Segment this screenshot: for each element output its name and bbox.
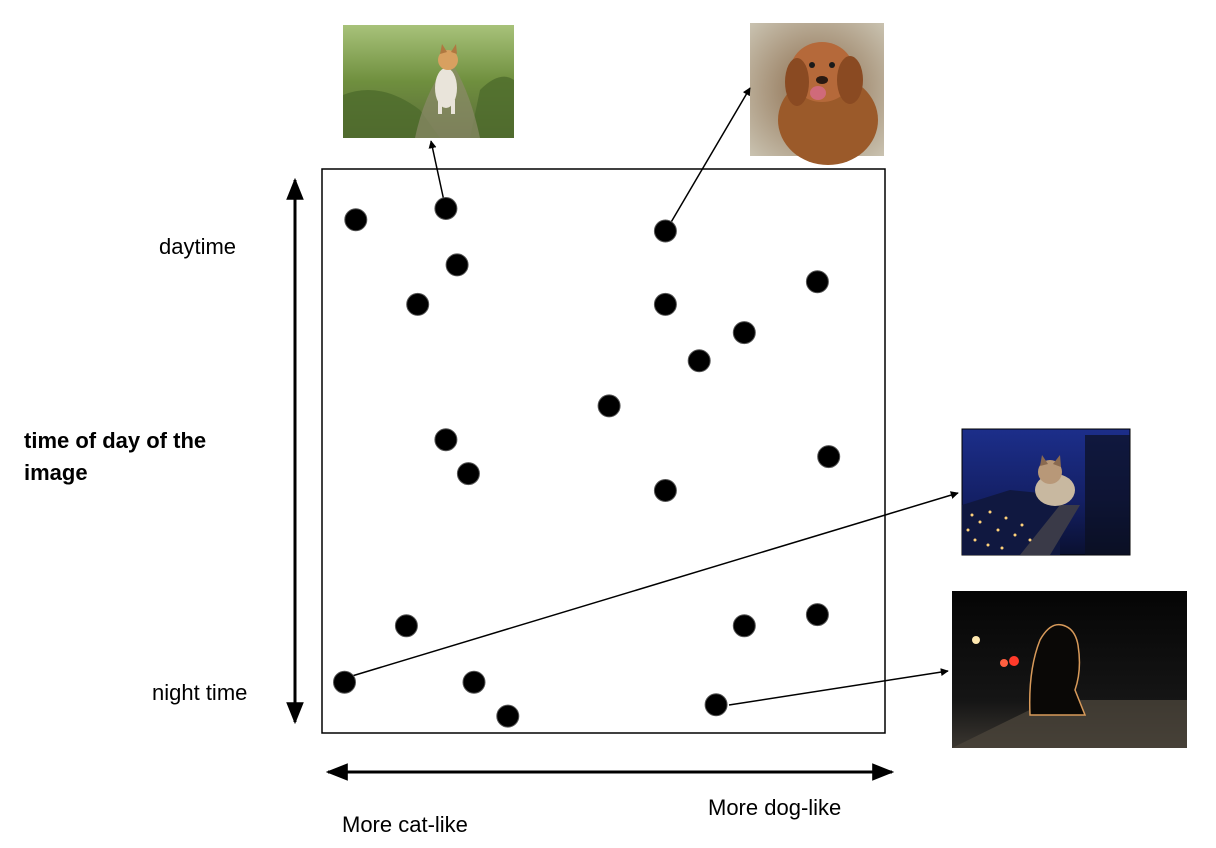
data-point-20 (496, 704, 520, 728)
label-night-time: night time (152, 680, 247, 705)
data-point-8 (687, 349, 711, 373)
label-more-cat-like: More cat-like (342, 812, 468, 837)
data-point-16 (732, 614, 756, 638)
y-axis-title-line1: time of day of the (24, 428, 206, 453)
data-point-21 (704, 693, 728, 717)
plot-frame (321, 168, 886, 734)
image-dog-nighttime (952, 591, 1187, 748)
data-point-11 (434, 428, 458, 452)
arrow-to-cat-daytime (428, 140, 445, 202)
data-points (333, 197, 841, 728)
label-daytime: daytime (159, 234, 236, 259)
data-point-5 (653, 219, 677, 243)
data-point-4 (406, 292, 430, 316)
arrow-to-dog-nighttime (728, 668, 949, 706)
data-point-15 (394, 614, 418, 638)
data-point-18 (333, 670, 356, 694)
data-point-14 (817, 445, 841, 469)
image-dog-daytime (750, 23, 884, 165)
data-point-7 (732, 321, 756, 345)
data-point-6 (653, 292, 677, 316)
data-point-3 (445, 253, 469, 277)
data-point-12 (456, 462, 480, 486)
data-point-2 (434, 197, 458, 220)
image-cat-nighttime (961, 428, 1131, 556)
arrow-to-dog-daytime (669, 87, 751, 225)
data-point-1 (344, 208, 368, 232)
label-more-dog-like: More dog-like (708, 795, 841, 820)
image-cat-daytime (343, 25, 514, 138)
data-point-13 (653, 479, 677, 502)
data-point-19 (462, 670, 486, 694)
arrow-to-cat-nighttime (351, 491, 959, 677)
data-point-17 (805, 603, 829, 627)
y-axis-title-line2: image (24, 460, 88, 485)
data-point-9 (805, 270, 829, 294)
connector-arrows (351, 87, 959, 706)
data-point-10 (597, 394, 621, 418)
